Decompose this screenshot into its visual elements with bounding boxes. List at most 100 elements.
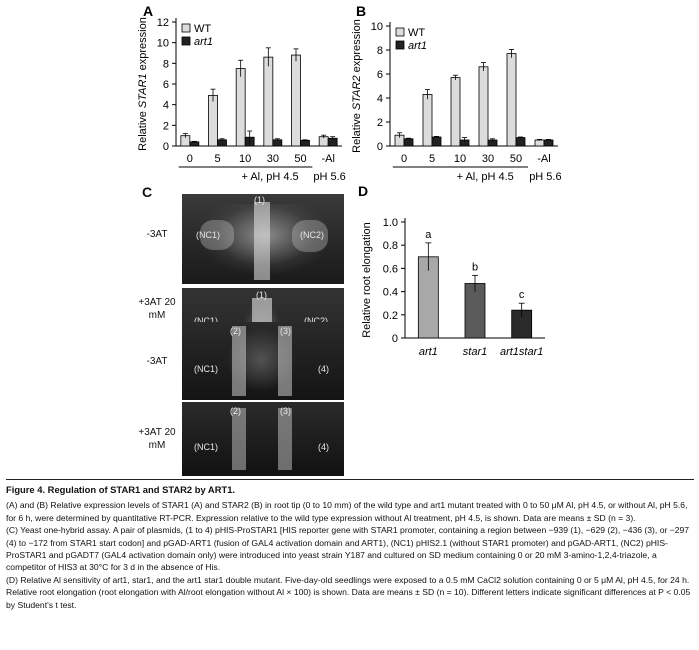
panel-d-y-label: Relative root elongation [361, 222, 373, 338]
panel-b-y-tick-label: 4 [377, 93, 383, 105]
panel-d-y-tick-label: 0 [392, 333, 398, 345]
panel-c-letter: C [142, 184, 153, 200]
panel-a-y-tick-label: 8 [163, 58, 169, 70]
panel-b-legend-swatch [395, 40, 405, 50]
panel-a-legend-label: art1 [194, 36, 213, 48]
panel-d-sig-letter: b [472, 261, 478, 273]
panel-b-bar-art1 [487, 139, 498, 147]
spot-label-nc2b: (NC2) [304, 316, 328, 326]
figure-caption: Figure 4. Regulation of STAR1 and STAR2 … [6, 484, 694, 611]
spot-label-2: (2) [230, 326, 241, 336]
panel-d-x-tick-label: star1 [463, 346, 487, 358]
panel-a-letter: A [143, 3, 153, 19]
panel-a-y-label: Relative STAR1 expression [137, 17, 149, 151]
panel-b-x-tick-label: 0 [401, 153, 407, 165]
panel-a-bar-art1 [300, 139, 310, 147]
panel-a-bar-wt [208, 94, 218, 147]
panel-a-x-tick-label: 0 [187, 153, 193, 165]
yeast-plate-photo-4: (2) (3) (NC1) (4) [182, 402, 344, 476]
spot-label-1b: (1) [256, 290, 267, 300]
panel-a-x-tick-label: 10 [239, 153, 251, 165]
panel-b-x-tick-label: 50 [510, 153, 522, 165]
caption-d: (D) Relative Al sensitivity of art1, sta… [6, 574, 691, 610]
panel-b-letter: B [356, 3, 366, 19]
spot-label-nc2: (NC2) [300, 230, 324, 240]
caption-rule [6, 479, 694, 480]
panel-b-x-tick-label: -Al [537, 153, 550, 165]
spot-label-nc1c: (NC1) [194, 364, 218, 374]
panel-d-x-tick-label: art1star1 [500, 346, 543, 358]
panel-b-x-tick-label: 10 [454, 153, 466, 165]
panel-a-bar-wt [180, 135, 191, 147]
panel-a-group-label-ph: pH 5.6 [313, 171, 345, 183]
panel-d-y-tick-label: 0.6 [383, 263, 398, 275]
panel-a-y-tick-label: 2 [163, 120, 169, 132]
panel-a-y-tick-label: 12 [157, 17, 169, 29]
panel-d-sig-letter: a [425, 229, 432, 241]
panel-a-bar-wt [291, 54, 301, 147]
panel-a-y-tick-label: 0 [163, 141, 169, 153]
caption-title: Figure 4. Regulation of STAR1 and STAR2 … [6, 484, 236, 495]
panel-a-x-tick-label: 50 [294, 153, 306, 165]
panel-b-bar-wt [394, 134, 405, 147]
panel-a-y-tick-label: 6 [163, 79, 169, 91]
panel-a-bar-art1 [217, 139, 227, 147]
panel-d-sig-letter: c [519, 289, 525, 301]
panel-b-bar-wt [450, 77, 461, 147]
spot-label-nc1b: (NC1) [194, 316, 218, 326]
row-label-2: +3AT 20 mM [138, 297, 176, 321]
panel-a-x-tick-label: 5 [214, 153, 220, 165]
panel-d-x-tick-label: art1 [419, 346, 438, 358]
panel-b-x-tick-label: 5 [429, 153, 435, 165]
spot-label-1: (1) [254, 195, 265, 205]
panel-b-x-tick-label: 30 [482, 153, 494, 165]
panel-a-x-tick-label: 30 [267, 153, 279, 165]
panel-a-bar-wt [263, 56, 274, 147]
row-label-1: -3AT [146, 229, 168, 240]
panel-d-y-tick-label: 0.2 [383, 310, 398, 322]
spot-label-4b: (4) [318, 442, 329, 452]
panel-d-y-tick-label: 1.0 [383, 217, 398, 229]
panel-b-group-label-ph: pH 5.6 [529, 171, 561, 183]
panel-b-legend-label: art1 [408, 40, 427, 52]
spot-label-4: (4) [318, 364, 329, 374]
panel-b-bar-wt [422, 94, 433, 147]
panel-b-legend-label: WT [408, 27, 425, 39]
yeast-plate-photo-1: (1) (NC1) (NC2) [182, 194, 344, 284]
spot-label-3b: (3) [280, 406, 291, 416]
panel-d-bar [417, 256, 439, 339]
panel-b-y-tick-label: 10 [371, 21, 383, 33]
row-label-3: -3AT [146, 356, 168, 367]
panel-b-y-label: Relative STAR2 expression [351, 19, 363, 153]
spot-label-3: (3) [280, 326, 291, 336]
panel-a-legend-label: WT [194, 23, 211, 35]
panel-a-legend-swatch [181, 23, 191, 33]
panel-d-y-tick-label: 0.8 [383, 240, 398, 252]
panel-a-x-tick-label: -Al [321, 153, 334, 165]
yeast-plate-photo-3: (2) (3) (NC1) (4) [182, 322, 344, 400]
panel-b-bar-wt [478, 66, 489, 147]
caption-ab: (A) and (B) Relative expression levels o… [6, 500, 688, 523]
panel-b-bar-art1 [431, 136, 442, 147]
panel-a-bar-art1 [272, 139, 283, 147]
panel-b-y-tick-label: 6 [377, 69, 383, 81]
panel-b-bar-art1 [403, 138, 414, 147]
panel-b-bar-wt [506, 53, 517, 147]
panel-a-legend-swatch [181, 36, 191, 46]
panel-a-bar-wt [235, 68, 246, 147]
panel-d-letter: D [358, 183, 368, 199]
panel-b-y-tick-label: 8 [377, 45, 383, 57]
panel-d-bar [464, 283, 486, 339]
panel-b-y-tick-label: 0 [377, 141, 383, 153]
panel-a-bar-art1 [327, 137, 338, 147]
panel-b-y-tick-label: 2 [377, 117, 383, 129]
panel-b-group-label-al: + Al, pH 4.5 [457, 171, 514, 183]
panel-a-y-tick-label: 4 [163, 100, 169, 112]
row-label-4: +3AT 20 mM [138, 427, 176, 451]
spot-label-nc1d: (NC1) [194, 442, 218, 452]
panel-a-bar-wt [318, 136, 329, 147]
panel-d-y-tick-label: 0.4 [383, 287, 398, 299]
panel-d-bar [511, 309, 533, 339]
panel-b-legend-swatch [395, 27, 405, 37]
panel-a-y-tick-label: 10 [157, 38, 169, 50]
